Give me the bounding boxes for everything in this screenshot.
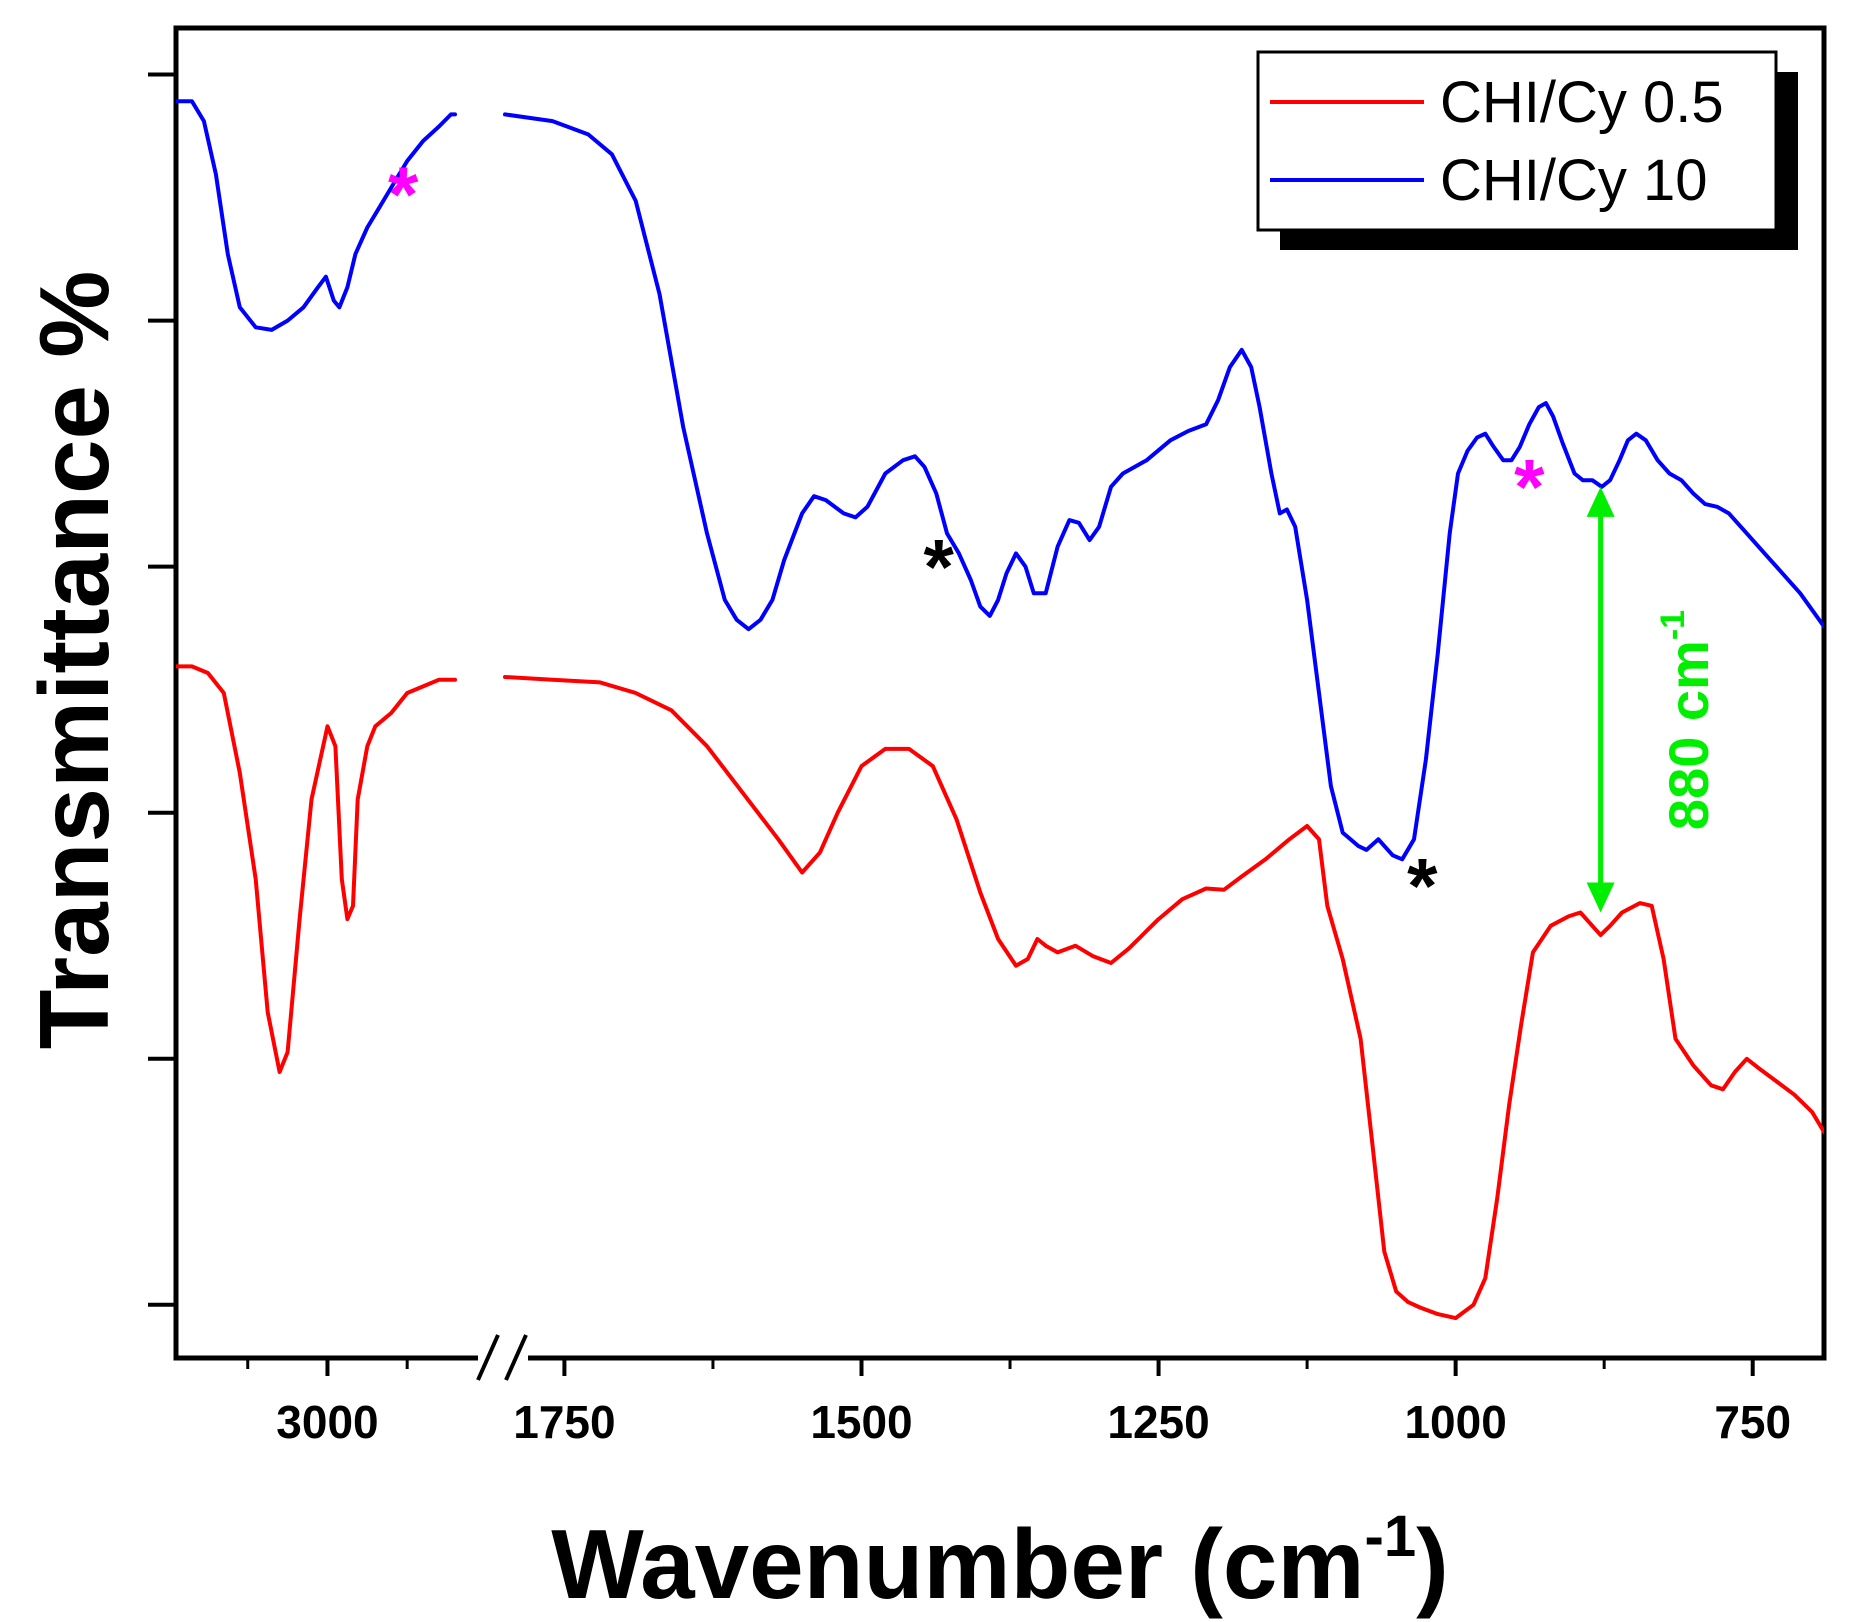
- legend-label-chi-cy-10: CHI/Cy 10: [1440, 148, 1708, 213]
- legend-label-chi-cy-0-5: CHI/Cy 0.5: [1440, 70, 1724, 135]
- axis-break-gap: [478, 1335, 528, 1380]
- series-line-chi-cy-0-5-part-0: [176, 664, 457, 1074]
- series-line-chi-cy-0-5-part-1: [503, 675, 1824, 1321]
- series-line-chi-cy-10-part-0: [176, 99, 457, 332]
- x-axis-title: Wavenumber (cm-1): [551, 1504, 1448, 1619]
- axis-break-mark: [504, 1334, 528, 1381]
- arrow-head-top: [1586, 486, 1615, 517]
- axis-break-mark: [476, 1334, 500, 1381]
- series: [176, 99, 1824, 1321]
- x-axis-title-sup: -1: [1365, 1504, 1417, 1569]
- asterisk-marker: *: [924, 522, 955, 610]
- x-tick-label: 1750: [513, 1396, 615, 1448]
- x-tick-label: 1500: [810, 1396, 912, 1448]
- x-tick-label: 3000: [276, 1396, 378, 1448]
- arrow-label: 880 cm-1: [1654, 610, 1720, 830]
- y-axis-title: Transmittance %: [19, 271, 129, 1050]
- ticks: 3000 1750 1500 1250 1000 750: [148, 72, 1791, 1448]
- plot-frame: [173, 25, 1827, 1361]
- series-line-chi-cy-10-part-1: [503, 112, 1824, 862]
- arrow-head-bottom: [1586, 882, 1615, 913]
- arrow-label-sup: -1: [1654, 610, 1692, 640]
- annotations: * * * *: [388, 150, 1615, 929]
- asterisk-marker: *: [1514, 442, 1545, 530]
- legend-box: [1256, 50, 1778, 232]
- x-axis-title-main: Wavenumber (cm: [551, 1509, 1364, 1619]
- legend: CHI/Cy 0.5 CHI/Cy 10: [1256, 50, 1798, 250]
- x-axis-title-close: ): [1416, 1509, 1449, 1619]
- asterisk-marker: *: [388, 150, 419, 238]
- asterisk-marker: *: [1407, 841, 1438, 929]
- x-tick-label: 1250: [1107, 1396, 1209, 1448]
- arrow-label-main: 880 cm: [1657, 640, 1720, 830]
- x-tick-label: 750: [1714, 1396, 1791, 1448]
- x-tick-label: 1000: [1404, 1396, 1506, 1448]
